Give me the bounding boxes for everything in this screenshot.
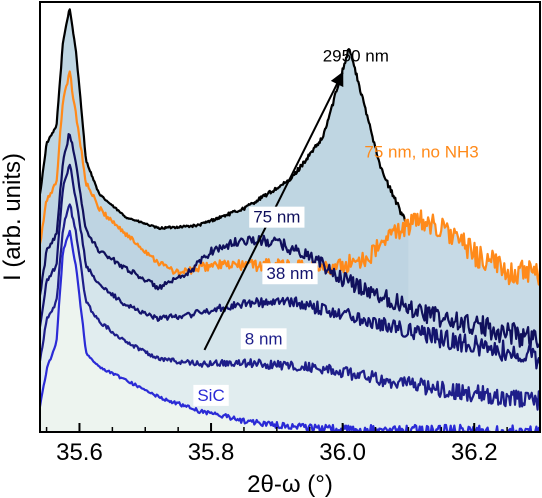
annotation-text: SiC xyxy=(197,386,224,405)
x-tick-label: 35.8 xyxy=(188,439,235,466)
annotation-text: 2950 nm xyxy=(323,46,389,65)
annotation-background xyxy=(262,263,318,285)
annotation-text: 75 nm xyxy=(253,208,300,227)
series-line-sic xyxy=(40,229,540,432)
series-line-8-nm xyxy=(40,203,540,411)
annotation-8-nm: 8 nm xyxy=(240,328,287,350)
annotation-layer: 2950 nm 75 nm, no NH3 75 nm 38 nm 8 nm SiC xyxy=(193,46,479,406)
x-tick-label: 36.2 xyxy=(451,439,498,466)
series-line-75-nm xyxy=(40,133,540,350)
x-tick-label: 36.0 xyxy=(319,439,366,466)
series-fill-8-nm xyxy=(40,204,540,432)
plot-frame xyxy=(39,1,541,433)
annotation-text: 75 nm, no NH3 xyxy=(364,143,478,162)
x-axis-title: 2θ-ω (°) xyxy=(247,471,333,498)
annotation-2950-nm: 2950 nm xyxy=(323,46,389,65)
annotation-38-nm: 38 nm xyxy=(262,263,318,285)
series-line-38-nm xyxy=(40,163,540,370)
annotation-sic: SiC xyxy=(193,384,229,406)
annotation-75-nm: 75 nm xyxy=(249,206,305,228)
annotation-background xyxy=(193,384,229,406)
annotation-text: 38 nm xyxy=(266,264,313,283)
series-line-2950-nm xyxy=(40,8,410,231)
series-fill-sic xyxy=(40,230,540,432)
annotation-background xyxy=(249,206,305,228)
annotation-75-nm-no-nh3: 75 nm, no NH3 xyxy=(364,143,478,162)
x-axis-ticks: 35.6 35.8 36.0 36.2 xyxy=(45,423,541,466)
annotation-text: 8 nm xyxy=(245,329,283,348)
y-axis-title: I (arb. units) xyxy=(0,153,26,281)
x-tick-label: 35.6 xyxy=(56,439,103,466)
annotation-background xyxy=(240,328,287,350)
